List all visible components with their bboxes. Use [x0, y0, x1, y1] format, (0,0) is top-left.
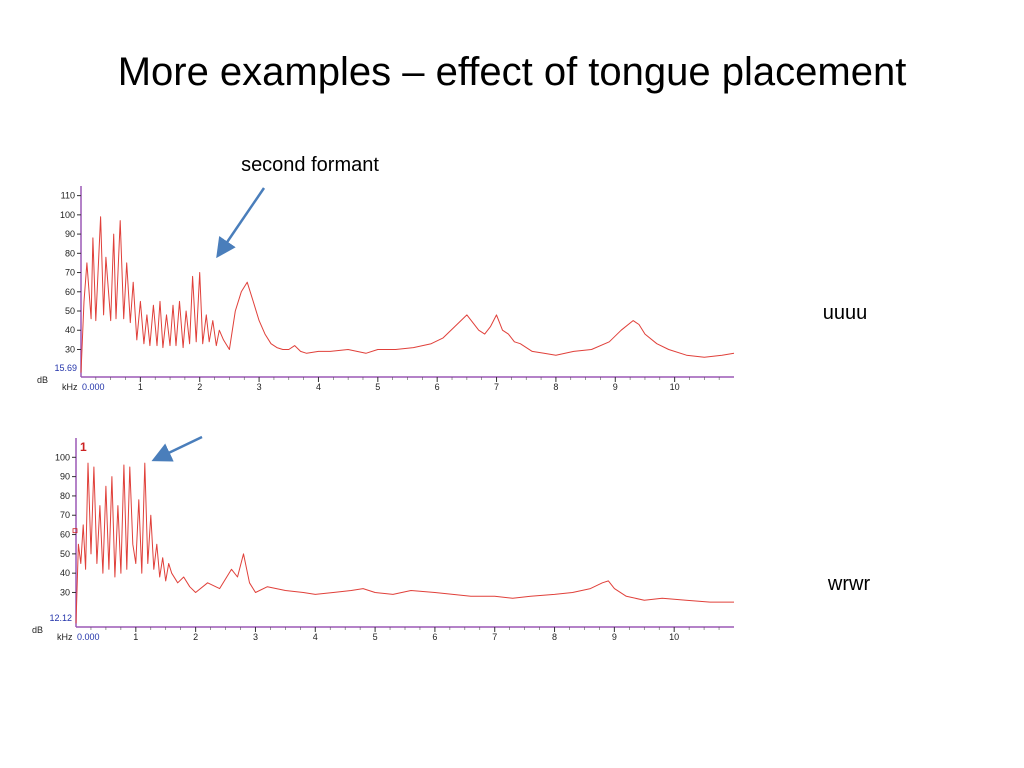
x-tick-label: 2 [193, 632, 198, 642]
y-tick-label: 80 [65, 248, 75, 258]
x-tick-label: 9 [613, 382, 618, 392]
formant-arrow-bottom [151, 435, 203, 462]
x-unit-label: kHz [57, 632, 73, 642]
x-tick-label: 1 [133, 632, 138, 642]
spectrum-trace [75, 462, 734, 624]
x-tick-label: 10 [670, 382, 680, 392]
x-tick-label: 3 [257, 382, 262, 392]
y-unit-label: dB [37, 375, 48, 385]
y-tick-label: 100 [55, 452, 70, 462]
x-tick-label: 4 [313, 632, 318, 642]
spectrum-trace [80, 216, 735, 373]
y-tick-label: 30 [60, 587, 70, 597]
y-tick-label: 40 [65, 325, 75, 335]
x-unit-label: kHz [62, 382, 78, 392]
x-tick-label: 6 [435, 382, 440, 392]
y-min-readout: 12.12 [49, 613, 72, 623]
y-tick-label: 100 [60, 210, 75, 220]
formant-arrow-top [216, 187, 266, 259]
slide-title: More examples – effect of tongue placeme… [117, 50, 907, 94]
x-tick-label: 9 [612, 632, 617, 642]
x-tick-label: 3 [253, 632, 258, 642]
x-tick-label: 7 [492, 632, 497, 642]
y-tick-label: 90 [60, 472, 70, 482]
y-tick-label: 90 [65, 229, 75, 239]
y-tick-label: 60 [60, 530, 70, 540]
cursor-marker [72, 528, 78, 534]
y-tick-label: 30 [65, 344, 75, 354]
x-tick-label: 8 [553, 382, 558, 392]
x-tick-label: 5 [373, 632, 378, 642]
x-origin-readout: 0.000 [82, 382, 105, 392]
x-tick-label: 8 [552, 632, 557, 642]
x-tick-label: 2 [197, 382, 202, 392]
y-tick-label: 50 [60, 549, 70, 559]
y-unit-label: dB [32, 625, 43, 635]
sample-label-wrwr: wrwr [827, 573, 871, 595]
second-formant-annotation: second formant [241, 154, 379, 176]
y-tick-label: 40 [60, 568, 70, 578]
x-tick-label: 10 [669, 632, 679, 642]
x-tick-label: 1 [138, 382, 143, 392]
y-tick-label: 70 [65, 268, 75, 278]
y-min-readout: 15.69 [54, 363, 77, 373]
x-origin-readout: 0.000 [77, 632, 100, 642]
x-tick-label: 5 [375, 382, 380, 392]
y-tick-label: 110 [61, 191, 75, 201]
sample-label-uuuu: uuuu [822, 302, 868, 324]
y-tick-label: 60 [65, 287, 75, 297]
y-tick-label: 70 [60, 510, 70, 520]
x-tick-label: 4 [316, 382, 321, 392]
channel-marker-label: 1 [80, 440, 87, 454]
y-tick-label: 50 [65, 306, 75, 316]
y-tick-label: 80 [60, 491, 70, 501]
x-tick-label: 6 [432, 632, 437, 642]
x-tick-label: 7 [494, 382, 499, 392]
